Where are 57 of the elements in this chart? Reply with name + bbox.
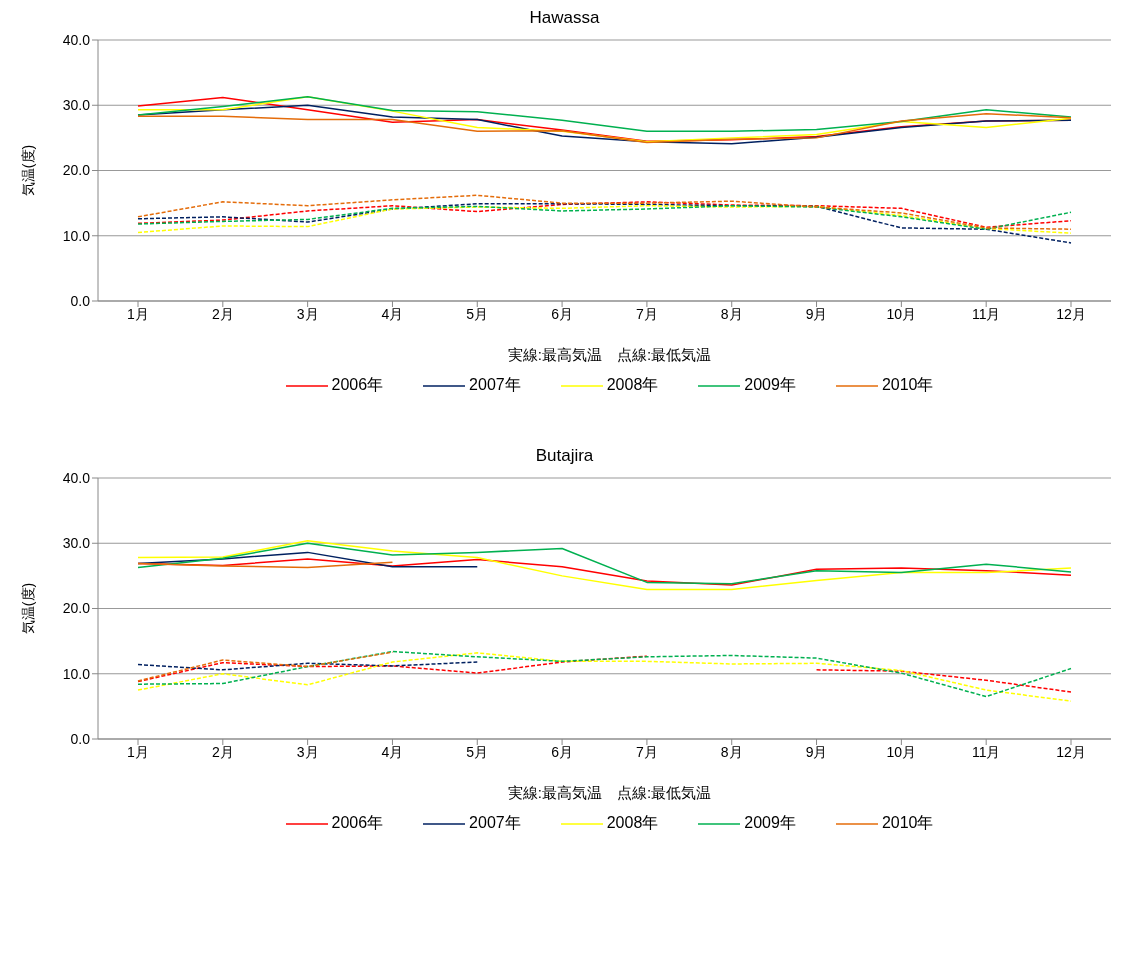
x-tick-label: 7月	[636, 743, 658, 760]
y-axis-title: 気温(度)	[19, 144, 36, 197]
line-series	[137, 542, 1072, 585]
x-tick-label: 3月	[296, 305, 319, 322]
y-tick-label: 10.0	[62, 227, 91, 244]
chart-title: Hawassa	[528, 8, 601, 28]
x-tick-label: 8月	[720, 305, 743, 322]
x-tick-label: 1月	[127, 305, 149, 322]
y-axis-title: 気温(度)	[19, 582, 36, 635]
y-tick-label: 0.0	[70, 292, 91, 309]
x-tick-label: 5月	[466, 305, 489, 322]
line-series	[137, 539, 1072, 591]
legend-label: 2009年	[744, 813, 796, 833]
line-series	[137, 661, 479, 671]
y-tick-label: 40.0	[62, 469, 91, 486]
line-series	[137, 203, 1072, 244]
legend-label: 2010年	[881, 375, 934, 395]
x-tick-label: 2月	[211, 305, 234, 322]
x-tick-label: 6月	[551, 743, 573, 760]
legend-label: 2008年	[606, 375, 659, 395]
legend-label: 2006年	[331, 375, 384, 395]
legend-label: 2006年	[331, 813, 384, 833]
x-tick-label: 6月	[551, 305, 573, 322]
legend-label: 2008年	[606, 813, 659, 833]
y-tick-label: 20.0	[62, 162, 91, 179]
y-tick-label: 10.0	[62, 665, 91, 682]
text: 実線:最高気温 点線:最低気温	[506, 346, 713, 365]
x-tick-label: 2月	[211, 743, 234, 760]
chart-title: Butajira	[534, 446, 595, 466]
x-tick-label: 3月	[296, 743, 319, 760]
y-tick-label: 30.0	[62, 97, 91, 114]
x-tick-label: 7月	[636, 305, 658, 322]
line-series	[137, 194, 1072, 230]
legend-label: 2007年	[469, 375, 521, 395]
x-tick-label: 10月	[886, 305, 917, 322]
x-tick-label: 5月	[466, 743, 489, 760]
x-tick-label: 11月	[971, 743, 1001, 760]
x-tick-label: 4月	[381, 743, 404, 760]
x-tick-label: 9月	[805, 743, 828, 760]
x-tick-label: 4月	[381, 305, 404, 322]
x-tick-label: 1月	[127, 743, 149, 760]
x-tick-label: 8月	[720, 743, 743, 760]
line-series	[137, 96, 1072, 133]
text: 実線:最高気温 点線:最低気温	[506, 784, 713, 803]
line-series	[137, 112, 1072, 144]
legend-label: 2009年	[744, 375, 796, 395]
legend-label: 2007年	[469, 813, 521, 833]
y-tick-label: 0.0	[70, 730, 91, 747]
legend-label: 2010年	[881, 813, 934, 833]
x-tick-label: 9月	[805, 305, 828, 322]
x-tick-label: 11月	[971, 305, 1001, 322]
x-tick-label: 12月	[1056, 743, 1086, 760]
y-tick-label: 20.0	[62, 600, 91, 617]
y-tick-label: 40.0	[62, 31, 91, 48]
y-tick-label: 30.0	[62, 535, 91, 552]
x-tick-label: 10月	[886, 743, 917, 760]
x-tick-label: 12月	[1056, 305, 1086, 322]
